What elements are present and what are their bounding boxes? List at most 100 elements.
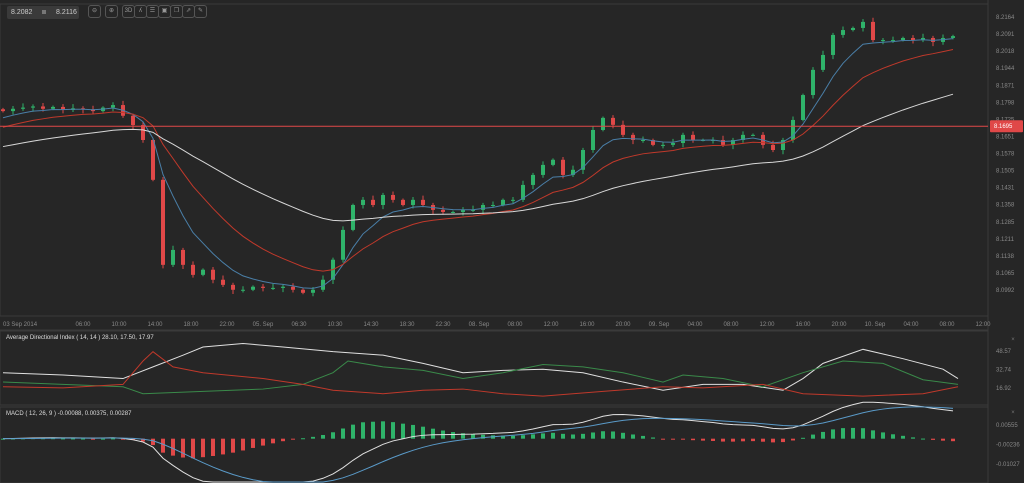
candle-body [51, 106, 55, 109]
candle-body [61, 106, 65, 110]
macd-histogram-bar [771, 438, 775, 443]
macd-line [2, 401, 954, 483]
candle-body [521, 184, 525, 200]
macd-histogram-bar [931, 438, 935, 440]
price-tick: 8.1211 [996, 237, 1015, 243]
candle-body [171, 249, 175, 265]
macd-histogram-bar [241, 438, 245, 451]
macd-histogram-bar [341, 428, 345, 439]
macd-histogram-bar [571, 434, 575, 439]
candle-body [131, 115, 135, 126]
macd-histogram-bar [811, 434, 815, 439]
candle-body [551, 159, 555, 165]
candle-body [661, 144, 665, 146]
candle-body [281, 286, 285, 288]
macd-histogram-bar [661, 438, 665, 440]
price-tick: 8.1505 [996, 169, 1015, 175]
candle-body [351, 204, 355, 230]
candle-body [461, 209, 465, 212]
macd-histogram-bar [511, 435, 515, 439]
candle-body [191, 264, 195, 275]
time-tick: 04:00 [903, 322, 919, 328]
adx-tick: 32.74 [996, 368, 1012, 374]
price-tick: 8.2164 [996, 15, 1015, 21]
price-tick: 8.2091 [996, 32, 1015, 38]
bid-price: 8.2082 [11, 9, 33, 16]
macd-histogram-bar [471, 434, 475, 439]
current-price-badge [990, 120, 1023, 133]
time-tick: 08:00 [723, 322, 739, 328]
candle-body [301, 289, 305, 293]
candle-body [291, 286, 295, 290]
zoom-in-icon[interactable]: ⊕ [105, 5, 118, 18]
ask-price: 8.2116 [56, 9, 77, 16]
macd-histogram-bar [51, 438, 55, 440]
macd-signal-line [2, 406, 954, 483]
main-pane-frame [0, 3, 989, 317]
time-tick: 08:00 [507, 322, 523, 328]
macd-histogram-bar [141, 438, 145, 442]
macd-histogram-bar [781, 438, 785, 443]
macd-histogram-bar [801, 437, 805, 439]
macd-histogram-bar [881, 432, 885, 439]
candle-body [181, 249, 185, 265]
price-tick: 8.1285 [996, 220, 1015, 226]
macd-histogram-bar [741, 438, 745, 442]
adx-tick: 16.92 [996, 386, 1012, 392]
macd-histogram-bar [831, 429, 835, 439]
macd-histogram-bar [501, 435, 505, 439]
price-tick: 8.1798 [996, 100, 1015, 106]
macd-tick: -0.01027 [996, 462, 1020, 468]
macd-histogram-bar [871, 430, 875, 439]
time-tick: 16:00 [579, 322, 595, 328]
macd-histogram-bar [61, 438, 65, 440]
macd-histogram-bar [651, 437, 655, 439]
ma-mid-line [2, 49, 954, 272]
macd-histogram-bar [381, 421, 385, 439]
candle-body [871, 21, 875, 41]
candle-body [201, 269, 205, 275]
macd-histogram-bar [421, 426, 425, 439]
macd-histogram-bar [231, 438, 235, 453]
macd-histogram-bar [671, 438, 675, 440]
candle-body [771, 144, 775, 151]
macd-histogram-bar [301, 438, 305, 440]
adx-close-icon: × [1011, 337, 1015, 343]
time-tick: 10. Sep [865, 322, 886, 328]
price-tick: 8.1065 [996, 271, 1015, 277]
time-tick: 10:00 [111, 322, 127, 328]
macd-histogram-bar [431, 428, 435, 439]
candle-body [841, 30, 845, 35]
candle-body [1, 109, 5, 112]
spread-icon [42, 10, 46, 14]
zoom-out-icon[interactable]: ⊖ [88, 5, 101, 18]
time-tick: 05. Sep [253, 322, 274, 328]
macd-histogram-bar [221, 438, 225, 455]
candle-body [21, 107, 25, 109]
macd-histogram-bar [841, 428, 845, 439]
candle-body [751, 134, 755, 136]
candle-body [611, 117, 615, 125]
adx-tick: 48.57 [996, 349, 1012, 355]
candle-body [511, 199, 515, 201]
macd-histogram-bar [291, 438, 295, 440]
quote-box: 8.2082 8.2116 [7, 6, 79, 19]
draw-icon[interactable]: ✎ [194, 5, 207, 18]
candle-body [911, 37, 915, 41]
candle-body [491, 204, 495, 206]
macd-label: MACD ( 12, 26, 9 ) -0.00088, 0.00375, 0.… [6, 411, 132, 417]
candle-body [921, 37, 925, 41]
candle-body [31, 106, 35, 108]
macd-histogram-bar [591, 432, 595, 439]
macd-histogram-bar [461, 433, 465, 439]
candle-body [811, 69, 815, 96]
candle-body [271, 287, 275, 289]
macd-histogram-bar [791, 438, 795, 441]
macd-histogram-bar [101, 438, 105, 440]
candle-body [371, 199, 375, 205]
candle-body [721, 139, 725, 145]
candle-body [861, 21, 865, 28]
candle-body [221, 279, 225, 285]
candle-body [541, 164, 545, 175]
